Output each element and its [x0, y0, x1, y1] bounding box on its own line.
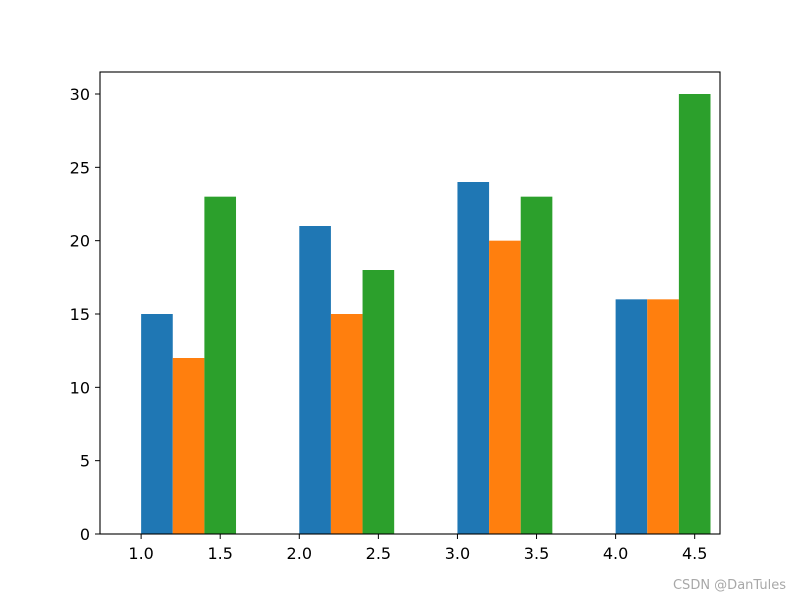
bar-s1-3 — [457, 182, 490, 534]
y-tick-label: 10 — [70, 378, 90, 397]
bar-s3-4 — [678, 94, 711, 534]
plot-frame — [99, 71, 721, 535]
y-tick-label: 5 — [80, 452, 90, 471]
bar-s2-3 — [489, 240, 521, 534]
bar-s3-3 — [520, 196, 553, 534]
y-tick-label: 25 — [70, 158, 90, 177]
bar-s2-4 — [647, 299, 679, 534]
bar-s2-1 — [172, 358, 205, 534]
bar-s3-2 — [362, 270, 395, 534]
x-tick-label: 1.0 — [128, 544, 153, 563]
watermark: CSDN @DanTules — [672, 578, 786, 593]
x-tick-label: 2.5 — [366, 544, 391, 563]
x-axis-ticks: 1.0 1.5 2.0 2.5 3.0 3.5 4.0 4.5 — [128, 534, 707, 563]
x-tick-label: 3.5 — [524, 544, 549, 563]
bar-s1-2 — [299, 226, 331, 534]
bar-s3-1 — [204, 196, 237, 534]
bar-s2-2 — [330, 314, 363, 534]
y-tick-label: 30 — [70, 85, 90, 104]
bar-s1-4 — [615, 299, 648, 534]
x-tick-label: 4.0 — [603, 544, 628, 563]
y-tick-label: 0 — [80, 525, 90, 544]
x-tick-label: 3.0 — [445, 544, 470, 563]
y-tick-label: 15 — [70, 305, 90, 324]
y-tick-label: 20 — [70, 232, 90, 251]
x-tick-label: 2.0 — [287, 544, 312, 563]
x-tick-label: 4.5 — [682, 544, 707, 563]
x-tick-label: 1.5 — [207, 544, 232, 563]
bars-group — [141, 94, 711, 534]
bar-s1-1 — [141, 314, 173, 534]
y-axis-ticks: 0 5 10 15 20 25 30 — [70, 85, 100, 544]
